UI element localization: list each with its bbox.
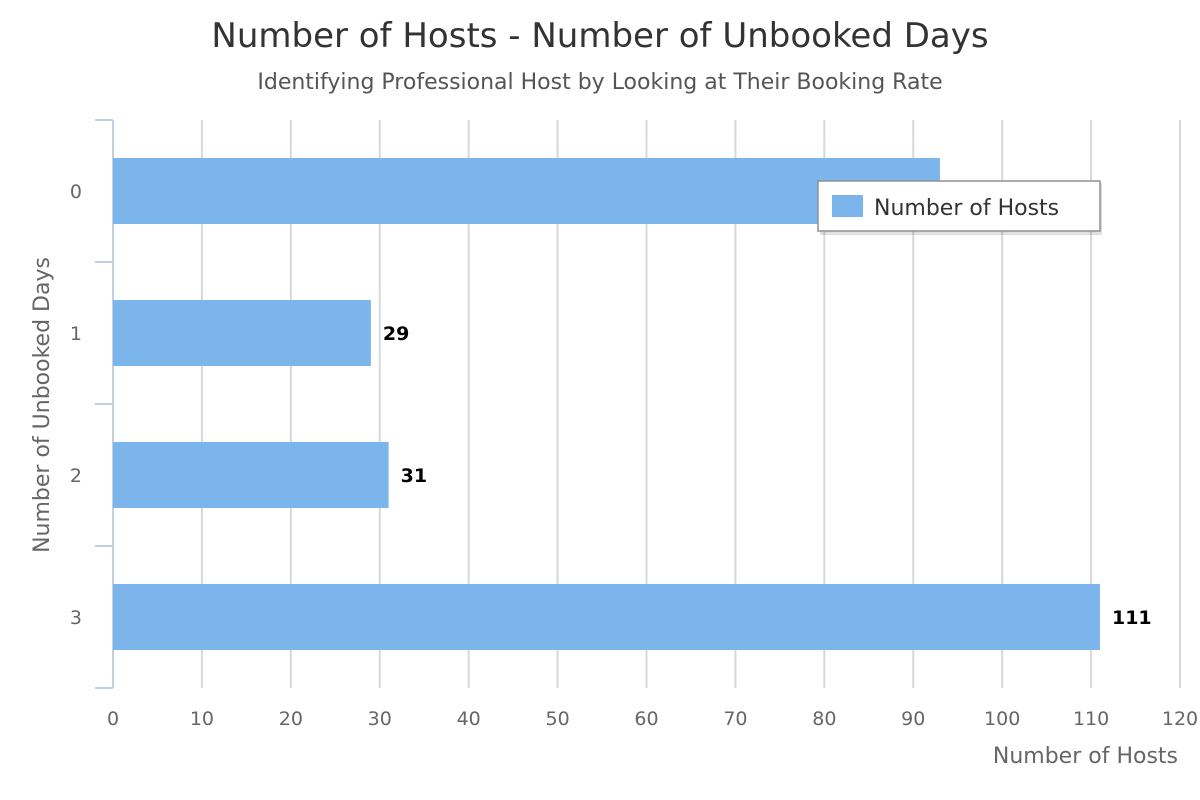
legend-swatch bbox=[832, 195, 863, 217]
x-tick-label: 30 bbox=[368, 708, 392, 730]
x-tick-label: 0 bbox=[107, 708, 119, 730]
x-tick-label: 10 bbox=[190, 708, 214, 730]
x-axis-title: Number of Hosts bbox=[993, 744, 1178, 769]
y-axis: 0 1 2 3 bbox=[70, 119, 114, 689]
x-tick-label: 60 bbox=[634, 708, 658, 730]
x-tick-label: 120 bbox=[1162, 708, 1198, 730]
x-tick-label: 20 bbox=[279, 708, 303, 730]
x-tick-label: 110 bbox=[1073, 708, 1109, 730]
x-tick-label: 40 bbox=[457, 708, 481, 730]
x-tick-label: 90 bbox=[901, 708, 925, 730]
bar[interactable] bbox=[113, 300, 371, 366]
data-label: 111 bbox=[1112, 607, 1152, 629]
bar[interactable] bbox=[113, 158, 940, 224]
bar-series bbox=[113, 158, 1100, 650]
data-label: 29 bbox=[383, 323, 409, 345]
x-axis-ticks: 0 10 20 30 40 50 60 70 80 90 100 110 120 bbox=[107, 708, 1198, 730]
x-tick-label: 100 bbox=[984, 708, 1020, 730]
legend-box bbox=[817, 180, 1101, 232]
y-category-label: 3 bbox=[70, 607, 82, 629]
y-axis-title: Number of Unbooked Days bbox=[30, 257, 55, 553]
data-label: 31 bbox=[401, 465, 427, 487]
bar[interactable] bbox=[113, 442, 389, 508]
y-category-label: 0 bbox=[70, 181, 82, 203]
chart-subtitle: Identifying Professional Host by Looking… bbox=[257, 70, 942, 95]
data-labels: 29 31 111 bbox=[383, 323, 1152, 629]
x-tick-label: 50 bbox=[545, 708, 569, 730]
y-category-label: 2 bbox=[70, 465, 82, 487]
x-tick-label: 70 bbox=[723, 708, 747, 730]
legend[interactable]: Number of Hosts bbox=[817, 180, 1102, 235]
x-tick-label: 80 bbox=[812, 708, 836, 730]
chart-title: Number of Hosts - Number of Unbooked Day… bbox=[211, 16, 988, 56]
y-category-label: 1 bbox=[70, 323, 82, 345]
legend-item-label[interactable]: Number of Hosts bbox=[874, 196, 1059, 221]
bar[interactable] bbox=[113, 584, 1100, 650]
